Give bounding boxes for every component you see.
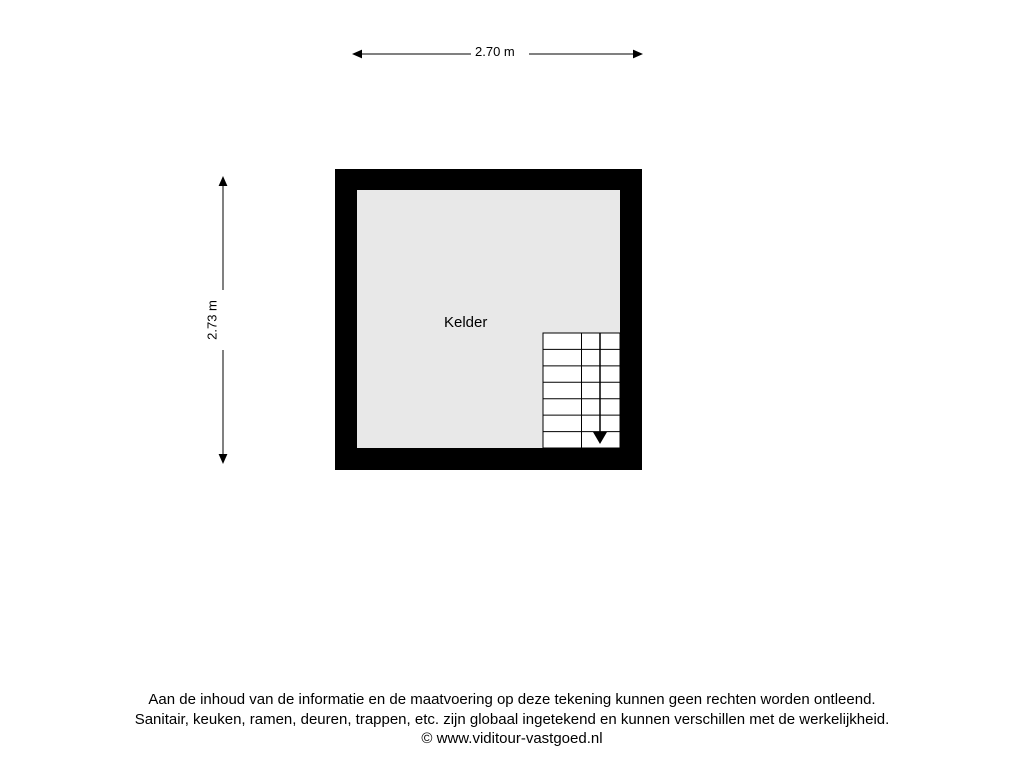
- dimension-label-left: 2.73 m: [205, 300, 220, 340]
- floorplan-canvas: Kelder 2.70 m 2.73 m Aan de inhoud van d…: [0, 0, 1024, 768]
- disclaimer-text: Aan de inhoud van de informatie en de ma…: [0, 690, 1024, 749]
- disclaimer-line3: © www.viditour-vastgoed.nl: [421, 730, 602, 747]
- room-label: Kelder: [444, 314, 487, 331]
- dimension-label-top: 2.70 m: [475, 44, 515, 59]
- stairs: [542, 332, 621, 449]
- disclaimer-line1: Aan de inhoud van de informatie en de ma…: [148, 691, 875, 708]
- disclaimer-line2: Sanitair, keuken, ramen, deuren, trappen…: [135, 711, 890, 728]
